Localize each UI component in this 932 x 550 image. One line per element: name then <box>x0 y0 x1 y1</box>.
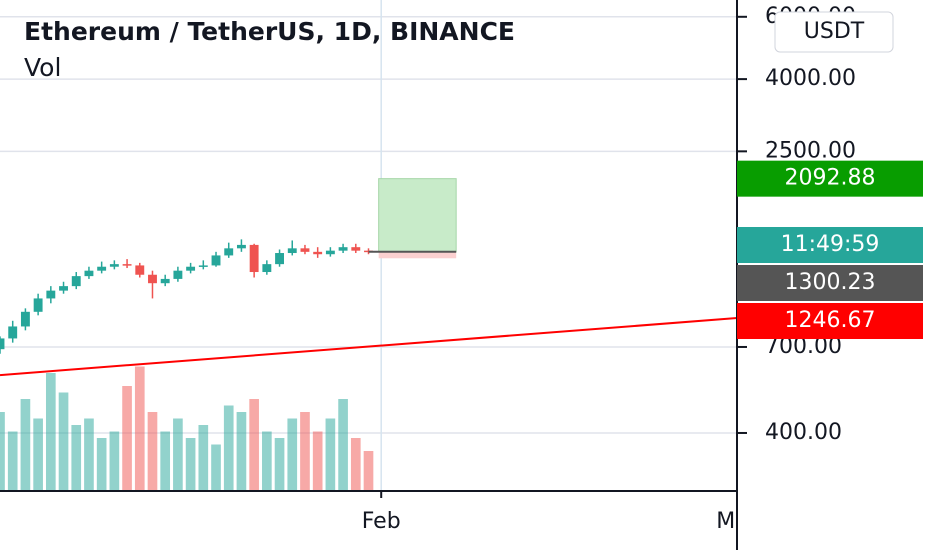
y-tick-label: 4000.00 <box>765 66 856 91</box>
position-stop-zone <box>378 251 457 259</box>
volume-bar <box>160 431 171 490</box>
countdown-label-bg <box>737 227 923 263</box>
candle-body <box>0 338 5 350</box>
volume-bar <box>173 418 183 490</box>
candle-body <box>148 274 157 284</box>
volume-bar <box>312 431 323 490</box>
volume-bar <box>211 444 221 490</box>
volume-bar <box>185 438 196 490</box>
candle-body <box>198 265 208 267</box>
entry-price-label: 1300.23 <box>785 270 876 295</box>
volume-bar <box>134 366 145 490</box>
volume-bar <box>71 425 82 490</box>
candle-body <box>186 266 196 271</box>
volume-bar <box>274 438 285 490</box>
candle-body <box>236 244 246 249</box>
countdown-label: 11:49:59 <box>781 232 880 257</box>
candle-body <box>84 270 94 277</box>
candle-body <box>173 270 183 279</box>
volume-bar <box>58 392 69 490</box>
candle-body <box>262 264 272 273</box>
volume-bar <box>96 438 107 490</box>
candle-body <box>287 248 297 254</box>
candle-body <box>46 290 56 299</box>
candle-body <box>109 264 119 267</box>
position-target-zone <box>378 178 457 253</box>
volume-bar <box>0 412 5 490</box>
volume-bar <box>262 431 272 490</box>
candle-body <box>20 311 30 327</box>
candle-body <box>97 266 107 271</box>
candle-body <box>8 326 18 339</box>
candle-body <box>224 248 234 256</box>
candle-body <box>300 248 310 252</box>
currency-button-label[interactable]: USDT <box>804 19 865 44</box>
candle-body <box>33 298 43 312</box>
plot-area: FebMar <box>0 0 759 534</box>
entry-price-label-bg <box>737 265 923 301</box>
candle-body <box>122 264 132 266</box>
volume-label: Vol <box>24 53 61 82</box>
volume-bar <box>236 412 247 490</box>
volume-bar <box>287 418 298 490</box>
candle-body <box>275 253 284 265</box>
candle-body <box>351 247 361 251</box>
stop-price-label: 1246.67 <box>785 308 876 333</box>
volume-bar <box>300 412 310 490</box>
candle-body <box>160 278 170 284</box>
volume-bar <box>350 438 361 490</box>
candle-body <box>338 247 348 251</box>
target-price-label-bg <box>737 160 923 197</box>
currency-button-box[interactable] <box>774 11 894 53</box>
candle-body <box>325 250 335 255</box>
volume-bar <box>7 431 18 490</box>
x-tick-label: Feb <box>362 509 401 534</box>
candle-body <box>59 286 68 291</box>
volume-bar <box>363 451 374 490</box>
volume-bar <box>338 399 348 490</box>
volume-bar <box>325 418 336 490</box>
stop-price-label-bg <box>737 303 923 339</box>
candle-body <box>135 265 145 275</box>
candle-body <box>211 255 221 266</box>
trendline <box>0 317 738 377</box>
candle-body <box>71 276 81 287</box>
volume-bar <box>45 373 56 490</box>
chart-title: Ethereum / TetherUS, 1D, BINANCE <box>24 17 515 46</box>
volume-bar <box>109 431 120 490</box>
y-tick-label: 400.00 <box>765 420 842 445</box>
volume-bar <box>223 405 234 490</box>
volume-bar <box>20 399 31 490</box>
candle-body <box>249 244 259 273</box>
candle-body <box>313 251 323 255</box>
volume-bar <box>33 418 43 490</box>
currency-button[interactable]: USDT <box>774 11 894 53</box>
volume-bar <box>122 386 132 490</box>
volume-bar <box>147 412 158 490</box>
volume-bar <box>84 418 94 490</box>
volume-bar <box>249 399 259 490</box>
y-tick-label: 2500.00 <box>765 138 856 163</box>
target-price-label: 2092.88 <box>785 166 876 191</box>
volume-bar <box>198 425 209 490</box>
